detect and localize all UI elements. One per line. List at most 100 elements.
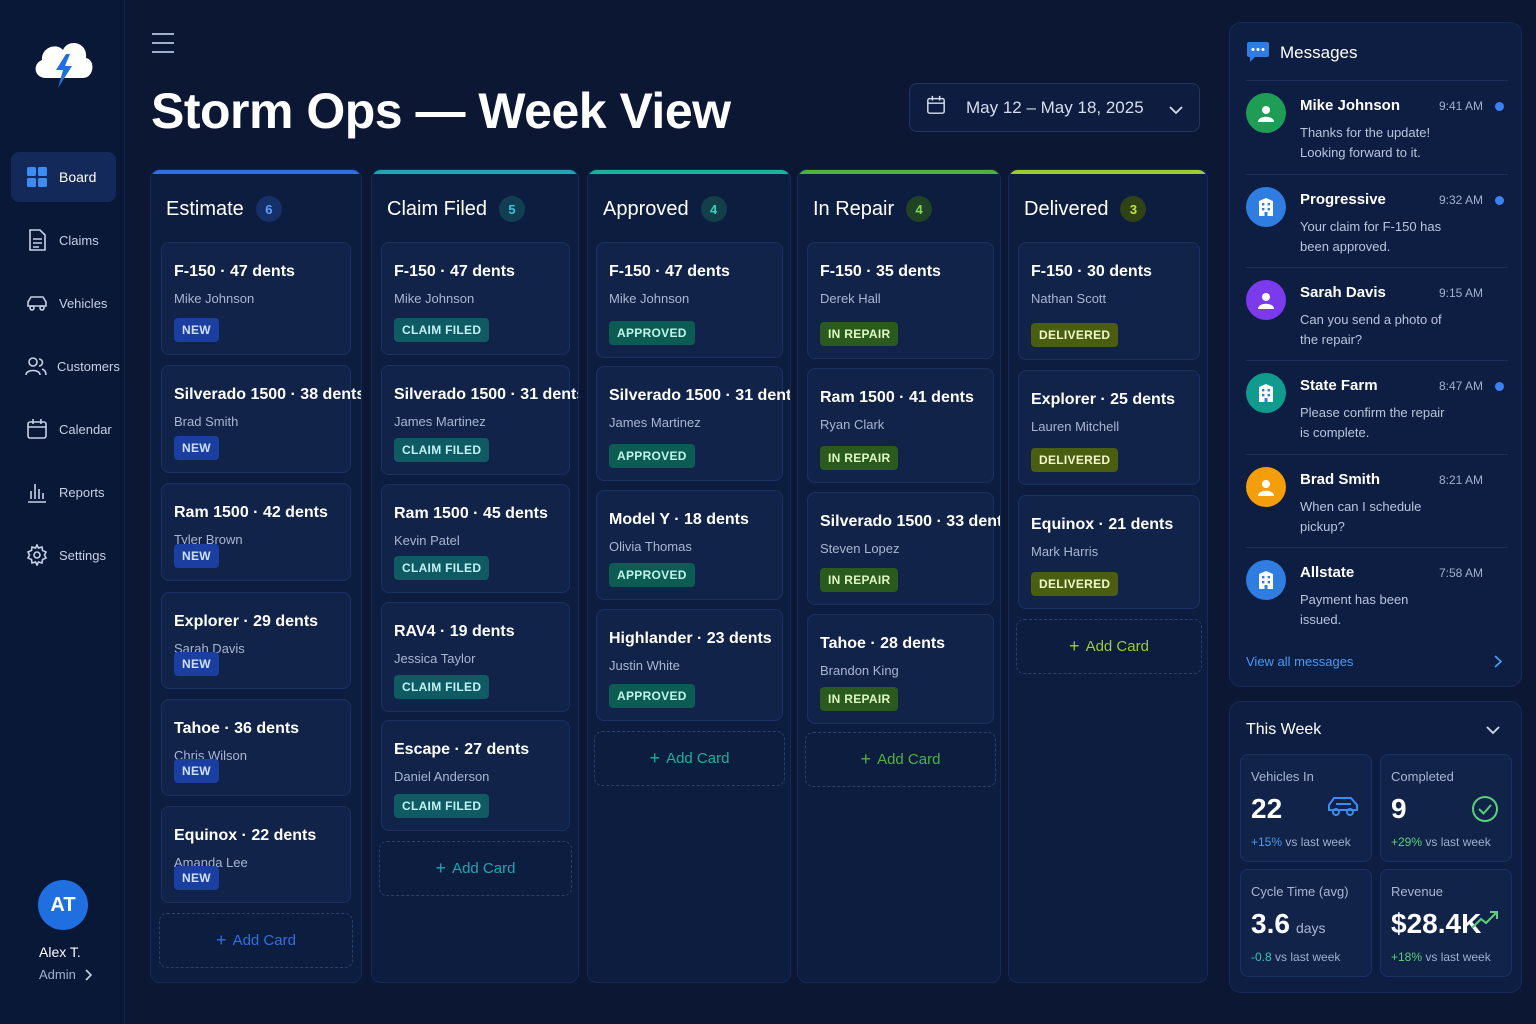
column-header: Approved 4 [603, 196, 727, 222]
vehicle-card[interactable]: F-150 · 47 dents Mike Johnson CLAIM FILED [381, 242, 570, 355]
sidebar-item-vehicles[interactable]: Vehicles [11, 278, 116, 328]
column-accent-bar [151, 170, 361, 174]
card-customer: Lauren Mitchell [1031, 419, 1120, 434]
stat-value-number: 9 [1391, 793, 1407, 824]
message-item[interactable]: Progressive 9:32 AM Your claim for F-150 h… [1246, 174, 1508, 267]
vehicle-card[interactable]: Equinox · 22 dents Amanda Lee NEW [161, 806, 351, 903]
sidebar-item-label: Board [59, 169, 97, 185]
hamburger-menu-icon[interactable] [151, 32, 175, 54]
column-title: Claim Filed [387, 197, 488, 220]
stat-card-completed: Completed 9 +29% vs last week [1380, 754, 1512, 862]
vehicle-card[interactable]: F-150 · 35 dents Derek Hall IN REPAIR [807, 242, 994, 359]
card-vehicle: Silverado 1500 [820, 513, 933, 530]
column-title: Estimate [166, 197, 244, 220]
sidebar-nav: Board Claims Vehicles Customers Calendar [11, 152, 120, 593]
card-vehicle: F-150 [1031, 263, 1073, 280]
stat-unit: days [1295, 920, 1326, 936]
message-item[interactable]: Sarah Davis 9:15 AM Can you send a photo o… [1246, 267, 1508, 360]
status-badge: DELIVERED [1031, 448, 1119, 472]
message-item[interactable]: Brad Smith 8:21 AM When can I schedule pic… [1246, 454, 1508, 547]
card-separator: · [865, 635, 881, 652]
messages-panel: Messages Mike Johnson 9:41 AM Thanks for t… [1229, 22, 1522, 687]
status-badge: NEW [174, 866, 219, 890]
vehicle-card[interactable]: Explorer · 25 dents Lauren Mitchell DELIVE… [1018, 370, 1200, 485]
card-title: Equinox · 22 dents [174, 827, 316, 845]
column-title: In Repair [813, 197, 895, 220]
sidebar-item-label: Calendar [59, 421, 112, 437]
status-badge: CLAIM FILED [394, 675, 490, 699]
sidebar-item-customers[interactable]: Customers [11, 341, 120, 391]
card-title: F-150 · 47 dents [174, 263, 295, 281]
user-profile[interactable]: AT Alex T. Admin [38, 880, 92, 982]
date-range-picker[interactable]: May 12 – May 18, 2025 [909, 83, 1200, 132]
vehicle-card[interactable]: Tahoe · 28 dents Brandon King IN REPAIR [807, 614, 994, 724]
add-card-label: Add Card [1085, 638, 1149, 655]
vehicle-card[interactable]: Silverado 1500 · 33 dents Steven Lopez IN … [807, 492, 1000, 605]
message-sender: Mike Johnson [1300, 97, 1401, 114]
sidebar-item-settings[interactable]: Settings [11, 530, 116, 580]
stat-value-number: $28.4K [1391, 908, 1482, 939]
chevron-down-icon[interactable] [1486, 722, 1500, 740]
vehicle-card[interactable]: Silverado 1500 · 31 dents James Martinez A… [596, 366, 790, 481]
card-separator: · [1072, 263, 1088, 280]
vehicle-card[interactable]: RAV4 · 19 dents Jessica Taylor CLAIM FILED [381, 602, 570, 712]
sidebar-item-label: Settings [59, 547, 106, 563]
vehicle-card[interactable]: Ram 1500 · 41 dents Ryan Clark IN REPAIR [807, 368, 994, 483]
stat-label: Cycle Time (avg) [1251, 884, 1349, 899]
vehicle-card[interactable]: Silverado 1500 · 38 dents Brad Smith NEW [161, 365, 361, 473]
add-card-button[interactable]: + Add Card [159, 913, 353, 968]
card-dents: 30 dents [1087, 263, 1152, 280]
add-card-button[interactable]: + Add Card [1016, 619, 1202, 674]
vehicle-card[interactable]: Ram 1500 · 45 dents Kevin Patel CLAIM FILE… [381, 484, 570, 593]
column-title: Delivered [1024, 197, 1109, 220]
vehicle-card[interactable]: Tahoe · 36 dents Chris Wilson NEW [161, 699, 351, 796]
status-badge: IN REPAIR [820, 446, 899, 470]
vehicle-card[interactable]: Escape · 27 dents Daniel Anderson CLAIM FI… [381, 720, 570, 831]
sidebar-item-reports[interactable]: Reports [11, 467, 116, 517]
column-count-badge: 4 [906, 196, 933, 222]
column-claim-filed: Claim Filed 5 F-150 · 47 dents Mike Johnson… [371, 169, 579, 983]
car-icon [25, 291, 49, 315]
vehicle-card[interactable]: F-150 · 30 dents Nathan Scott DELIVERED [1018, 242, 1200, 360]
vehicle-card[interactable]: Model Y · 18 dents Olivia Thomas APPROVED [596, 490, 783, 600]
vehicle-card[interactable]: Highlander · 23 dents Justin White APPROVE… [596, 609, 783, 721]
card-vehicle: Equinox [1031, 516, 1095, 533]
status-badge: CLAIM FILED [394, 438, 490, 462]
vehicle-card[interactable]: Silverado 1500 · 31 dents James Martinez C… [381, 365, 578, 475]
vehicle-card[interactable]: Equinox · 21 dents Mark Harris DELIVERED [1018, 495, 1200, 609]
view-all-messages-link[interactable]: View all messages [1246, 654, 1354, 669]
cloud-lightning-logo-icon[interactable] [28, 30, 98, 94]
status-badge: APPROVED [609, 321, 695, 345]
sidebar-item-claims[interactable]: Claims [11, 215, 116, 265]
card-dents: 28 dents [880, 635, 946, 652]
this-week-panel: This Week Vehicles In 22 +15% vs last week… [1229, 701, 1522, 993]
chevron-right-icon[interactable] [84, 968, 92, 981]
add-card-button[interactable]: + Add Card [379, 841, 572, 896]
vehicle-card[interactable]: F-150 · 47 dents Mike Johnson APPROVED [596, 242, 783, 358]
card-title: Tahoe · 36 dents [174, 720, 299, 738]
column-header: In Repair 4 [813, 196, 933, 222]
sidebar-item-calendar[interactable]: Calendar [11, 404, 116, 454]
message-item[interactable]: State Farm 8:47 AM Please confirm the repa… [1246, 360, 1508, 453]
chevron-right-icon[interactable] [1494, 655, 1503, 673]
vehicle-card[interactable]: F-150 · 47 dents Mike Johnson NEW [161, 242, 351, 355]
card-separator: · [219, 720, 235, 737]
message-preview: Payment has been issued. [1300, 592, 1409, 627]
stat-label: Vehicles In [1251, 769, 1314, 784]
card-dents: 21 dents [1108, 516, 1174, 533]
avatar[interactable]: AT [38, 880, 88, 930]
status-badge: NEW [174, 318, 219, 342]
card-title: Ram 1500 · 42 dents [174, 504, 328, 522]
messages-title: Messages [1280, 43, 1358, 62]
sidebar-item-board[interactable]: Board [11, 152, 116, 202]
add-card-button[interactable]: + Add Card [594, 731, 785, 786]
vehicle-card[interactable]: Ram 1500 · 42 dents Tyler Brown NEW [161, 483, 351, 581]
column-accent-bar [372, 170, 578, 174]
message-item[interactable]: Allstate 7:58 AM Payment has been issued. [1246, 547, 1508, 640]
card-title: Model Y · 18 dents [609, 511, 749, 529]
message-time: 7:58 AM [1439, 566, 1484, 580]
message-item[interactable]: Mike Johnson 9:41 AM Thanks for the update… [1246, 80, 1508, 173]
vehicle-card[interactable]: Explorer · 29 dents Sarah Davis NEW [161, 592, 351, 689]
card-separator: · [1094, 516, 1109, 533]
add-card-button[interactable]: + Add Card [805, 732, 996, 787]
